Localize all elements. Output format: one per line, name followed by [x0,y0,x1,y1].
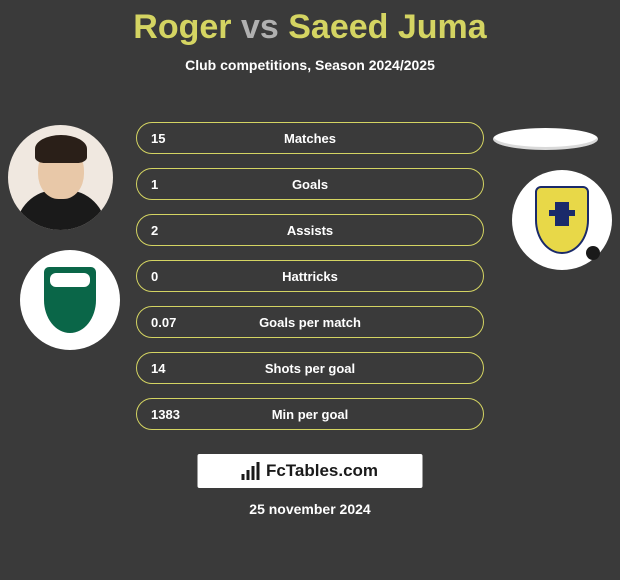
stat-value-left: 0.07 [151,315,176,330]
stats-table: 15 Matches 1 Goals 2 Assists 0 Hattricks… [136,122,484,444]
stat-label: Min per goal [137,407,483,422]
season-subtitle: Club competitions, Season 2024/2025 [0,57,620,73]
stat-label: Goals [137,177,483,192]
player1-avatar [8,125,113,230]
stat-label: Matches [137,131,483,146]
stat-label: Hattricks [137,269,483,284]
stat-value-left: 15 [151,131,165,146]
stat-value-left: 14 [151,361,165,376]
chart-icon [242,462,260,480]
player2-name: Saeed Juma [288,8,486,46]
stat-row-assists: 2 Assists [136,214,484,246]
stat-row-matches: 15 Matches [136,122,484,154]
player1-club-logo [20,250,120,350]
stat-label: Goals per match [137,315,483,330]
stat-value-left: 1383 [151,407,180,422]
player2-avatar [493,128,598,150]
player1-name: Roger [133,8,231,46]
site-name: FcTables.com [266,461,378,481]
stat-row-goals: 1 Goals [136,168,484,200]
stat-row-hattricks: 0 Hattricks [136,260,484,292]
footer-date: 25 november 2024 [249,501,370,517]
stat-label: Assists [137,223,483,238]
stat-value-left: 1 [151,177,158,192]
comparison-title: Roger vs Saeed Juma [0,0,620,47]
stat-row-goals-per-match: 0.07 Goals per match [136,306,484,338]
stat-value-left: 2 [151,223,158,238]
stat-label: Shots per goal [137,361,483,376]
site-logo[interactable]: FcTables.com [198,454,423,488]
stat-row-shots-per-goal: 14 Shots per goal [136,352,484,384]
player2-club-logo [512,170,612,270]
stat-value-left: 0 [151,269,158,284]
stat-row-min-per-goal: 1383 Min per goal [136,398,484,430]
vs-text: vs [241,8,279,46]
